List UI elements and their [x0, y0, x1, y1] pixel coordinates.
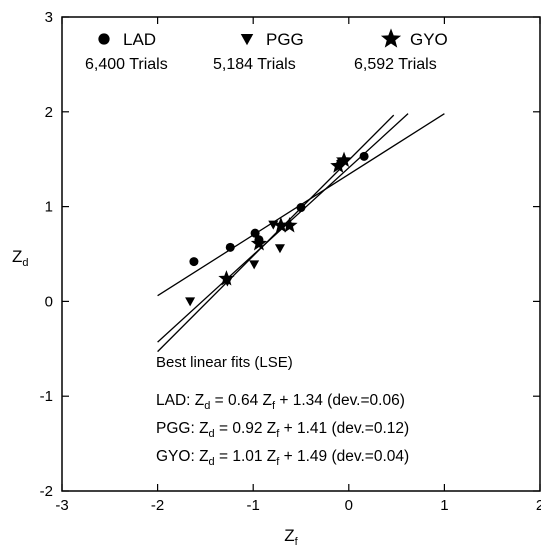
data-point-pgg	[185, 297, 196, 307]
x-tick-label: 1	[440, 497, 448, 514]
y-axis-label: Zd	[12, 247, 29, 269]
legend-marker-pgg	[240, 34, 254, 46]
legend-label-lad: LAD	[123, 30, 156, 49]
data-point-pgg	[249, 260, 260, 270]
plot-frame	[61, 16, 541, 492]
x-axis-label: Zf	[284, 526, 298, 548]
legend-marker-gyo	[380, 28, 402, 48]
y-tick-label: -2	[40, 483, 53, 500]
y-tick-label: 2	[45, 104, 53, 121]
data-point-gyo	[218, 270, 235, 286]
fit-equation-gyo: GYO: Zd = 1.01 Zf + 1.49 (dev.=0.04)	[156, 448, 409, 468]
legend-trials-lad: 6,400 Trials	[85, 56, 168, 73]
legend-marker-lad	[98, 33, 110, 45]
data-point-lad	[359, 151, 369, 161]
fit-annotations: Best linear fits (LSE) LAD: Zd = 0.64 Zf …	[156, 354, 409, 468]
fit-equation-lad: LAD: Zd = 0.64 Zf + 1.34 (dev.=0.06)	[156, 392, 405, 412]
data-point-gyo	[335, 151, 353, 168]
y-tick-label: 0	[45, 293, 53, 310]
legend: LAD 6,400 Trials PGG 5,184 Trials GYO 6,592 T…	[85, 28, 448, 73]
fit-annotation-heading: Best linear fits (LSE)	[156, 354, 293, 371]
data-point-lad	[250, 228, 260, 238]
data-point-gyo	[281, 217, 298, 233]
fit-lines	[157, 113, 445, 353]
legend-label-gyo: GYO	[410, 30, 448, 49]
data-point-gyo	[272, 217, 290, 233]
x-tick-label: 0	[345, 497, 353, 514]
legend-trials-gyo: 6,592 Trials	[354, 56, 437, 73]
data-point-gyo	[330, 157, 347, 173]
data-point-lad	[225, 242, 235, 252]
fit-equation-pgg: PGG: Zd = 0.92 Zf + 1.41 (dev.=0.12)	[156, 420, 409, 440]
fit-line-gyo	[157, 114, 395, 353]
legend-label-pgg: PGG	[266, 30, 304, 49]
x-tick-label: -1	[247, 497, 260, 514]
data-points	[185, 151, 369, 307]
data-point-lad	[189, 257, 199, 267]
x-tick-label: 2	[536, 497, 541, 514]
legend-trials-pgg: 5,184 Trials	[213, 56, 296, 73]
y-tick-label: 3	[45, 9, 53, 26]
data-point-lad	[296, 203, 306, 213]
x-tick-label: -2	[151, 497, 164, 514]
data-point-gyo	[250, 235, 268, 251]
y-tick-label: -1	[40, 388, 53, 405]
x-tick-label: -3	[55, 497, 68, 514]
data-point-pgg	[274, 244, 285, 254]
y-tick-label: 1	[45, 199, 53, 216]
